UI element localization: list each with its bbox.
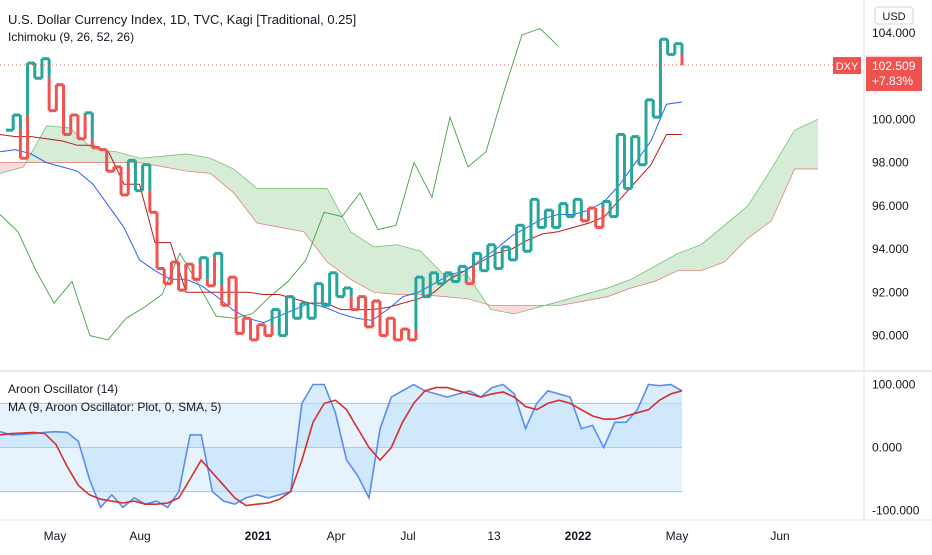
price-tick-label: 104.000 [872,26,916,40]
time-tick-label: Aug [129,529,150,543]
lagging-span-line [0,27,559,341]
osc-tick-label: -100.000 [872,504,920,518]
cloud-segment [0,162,24,174]
osc-tick-label: 0.000 [872,441,902,455]
chart-title: U.S. Dollar Currency Index, 1D, TVC, Kag… [8,12,357,27]
price-tick-label: 94.000 [872,242,909,256]
cloud-segment [677,244,702,271]
cloud-segment [373,244,398,295]
cloud-segment [771,130,795,221]
cloud-segment [607,279,632,297]
price-tick-label: 98.000 [872,156,909,170]
aroon-area [0,384,682,508]
cloud-segment [186,153,211,174]
cloud-segment [514,305,538,314]
osc-tick-label: 100.000 [872,377,916,391]
price-tick-label: 90.000 [872,329,909,343]
kijun-line [0,134,682,311]
cloud-segment [163,153,187,172]
cloud-segment [654,253,678,282]
cloud-segment [280,188,304,232]
cloud-segment [724,205,748,263]
cloud-segment [140,156,164,167]
cloud-segment [327,188,351,280]
symbol-change-value: +7.83% [872,74,913,88]
price-tick-label: 100.000 [872,112,916,126]
time-tick-label: Jul [400,529,415,543]
symbol-label: DXY [836,61,859,73]
price-tick-label: 96.000 [872,199,909,213]
cloud-segment [257,188,281,228]
cloud-segment [210,158,234,193]
time-tick-label: May [44,529,67,543]
aroon-label: Aroon Oscillator (14) [8,382,119,396]
time-tick-label: Jun [770,529,789,543]
cloud-segment [560,294,585,306]
cloud-segment [93,149,117,163]
symbol-badge [833,57,861,75]
cloud-segment [537,300,561,308]
time-tick-label: May [666,529,689,543]
cloud-segment [701,225,725,271]
currency-box [874,6,914,25]
cloud-segment [46,125,71,163]
time-tick-label: 13 [487,529,501,543]
time-tick-label: 2022 [565,529,592,543]
price-tick-label: 92.000 [872,285,909,299]
aroon-line [0,383,683,509]
cloud-segment [444,275,468,299]
ichimoku-label: Ichimoku (9, 26, 52, 26) [8,30,135,44]
cloud-segment [350,231,374,293]
cloud-segment [631,266,655,288]
ma-label: MA (9, Aroon Oscillator: Plot, 0, SMA, 5… [8,400,222,414]
symbol-price-value: 102.509 [872,59,916,73]
cloud-segment [490,305,515,314]
cloud-segment [794,119,818,170]
currency-label: USD [882,11,905,23]
time-tick-label: 2021 [245,529,272,543]
symbol-price-badge [866,57,922,92]
aroon-ma-line [0,386,683,507]
cloud-segment [747,169,772,239]
time-tick-label: Apr [327,529,346,543]
cloud-segment [233,169,258,224]
cloud-span-a [0,118,819,315]
cloud-segment [303,188,328,263]
